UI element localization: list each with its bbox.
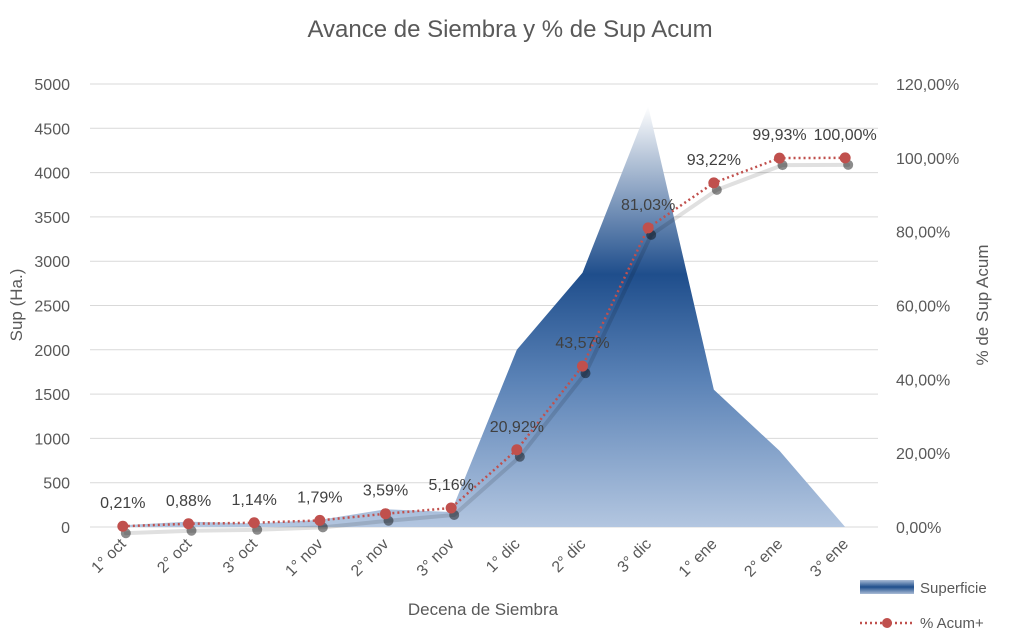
y2-tick-label: 40,00% xyxy=(896,372,950,389)
y-tick-label: 1000 xyxy=(34,431,70,448)
y2-axis-title: % de Sup Acum xyxy=(973,245,992,366)
x-tick-label: 2° nov xyxy=(348,536,392,580)
acum-data-label: 0,21% xyxy=(100,495,145,512)
y2-tick-label: 0,00% xyxy=(896,520,941,537)
y2-tick-label: 60,00% xyxy=(896,299,950,316)
x-tick-label: 1° oct xyxy=(89,535,130,576)
y-tick-label: 4000 xyxy=(34,166,70,183)
y-tick-label: 1500 xyxy=(34,387,70,404)
x-tick-label: 1° ene xyxy=(676,536,721,581)
y-tick-label: 2000 xyxy=(34,343,70,360)
acum-line-shadow xyxy=(123,162,851,536)
x-axis-ticks: 1° oct 2° oct 3° oct 1° nov 2° nov 3° nov 1° d… xyxy=(89,535,852,580)
x-tick-label: 3° nov xyxy=(414,536,458,580)
y-axis-title: Sup (Ha.) xyxy=(7,269,26,342)
legend-label-acum: % Acum+ xyxy=(920,615,984,632)
x-tick-label: 2° oct xyxy=(154,535,195,576)
acum-marker xyxy=(577,360,588,372)
acum-data-label: 99,93% xyxy=(752,127,806,144)
line-series: 0,21% 0,88% 1,14% 1,79% 3,59% 5,16% 20,92% 43,5… xyxy=(100,127,877,539)
acum-marker xyxy=(445,502,457,514)
y-tick-label: 500 xyxy=(43,476,70,493)
x-tick-label: 1° dic xyxy=(483,536,523,576)
acum-data-label: 43,57% xyxy=(555,335,609,352)
x-tick-label: 2° dic xyxy=(549,536,589,576)
superficie-area xyxy=(122,106,846,528)
area-series xyxy=(122,106,846,528)
y2-tick-label: 20,00% xyxy=(896,446,950,463)
legend: Superficie % Acum+ xyxy=(860,580,987,632)
acum-data-label: 100,00% xyxy=(814,127,877,144)
legend-label-superficie: Superficie xyxy=(920,580,987,597)
y-tick-label: 4500 xyxy=(34,121,70,138)
acum-data-label: 93,22% xyxy=(687,152,741,169)
acum-marker xyxy=(839,152,851,164)
y-tick-label: 2500 xyxy=(34,299,70,316)
acum-marker xyxy=(183,518,194,530)
acum-marker xyxy=(708,177,720,189)
acum-data-label: 5,16% xyxy=(428,477,473,494)
y-tick-label: 3000 xyxy=(34,254,70,271)
acum-data-label: 3,59% xyxy=(363,483,408,500)
y2-tick-label: 100,00% xyxy=(896,151,959,168)
acum-marker xyxy=(117,520,129,532)
y2-tick-label: 80,00% xyxy=(896,225,950,242)
acum-marker xyxy=(380,508,391,520)
right-axis-ticks: 0,00% 20,00% 40,00% 60,00% 80,00% 100,00% 120,… xyxy=(896,77,959,537)
y-tick-label: 0 xyxy=(61,520,70,537)
acum-line xyxy=(122,156,846,528)
gridlines xyxy=(90,83,878,528)
acum-marker xyxy=(248,517,260,529)
y2-tick-label: 120,00% xyxy=(896,77,959,94)
acum-data-label: 1,14% xyxy=(231,492,276,509)
x-tick-label: 1° nov xyxy=(282,536,326,580)
left-axis-ticks: 0 500 1000 1500 2000 2500 3000 3500 4000 4500 5000 xyxy=(34,77,70,537)
acum-data-label: 20,92% xyxy=(490,419,544,436)
acum-data-label: 81,03% xyxy=(621,197,675,214)
acum-data-label: 1,79% xyxy=(297,489,342,506)
x-axis-title: Decena de Siembra xyxy=(408,600,559,619)
acum-data-label: 0,88% xyxy=(166,493,211,510)
y-tick-label: 3500 xyxy=(34,210,70,227)
acum-marker xyxy=(642,222,654,234)
x-tick-label: 3° oct xyxy=(220,535,261,576)
legend-swatch-acum-marker xyxy=(882,618,892,628)
acum-marker xyxy=(511,444,523,456)
acum-marker xyxy=(314,514,326,526)
x-tick-label: 3° dic xyxy=(615,536,655,576)
y-tick-label: 5000 xyxy=(34,77,70,94)
legend-swatch-superficie xyxy=(860,580,914,594)
x-tick-label: 2° ene xyxy=(741,536,786,581)
x-tick-label: 3° ene xyxy=(807,536,852,581)
acum-marker xyxy=(774,152,785,164)
chart-title: Avance de Siembra y % de Sup Acum xyxy=(307,16,712,43)
